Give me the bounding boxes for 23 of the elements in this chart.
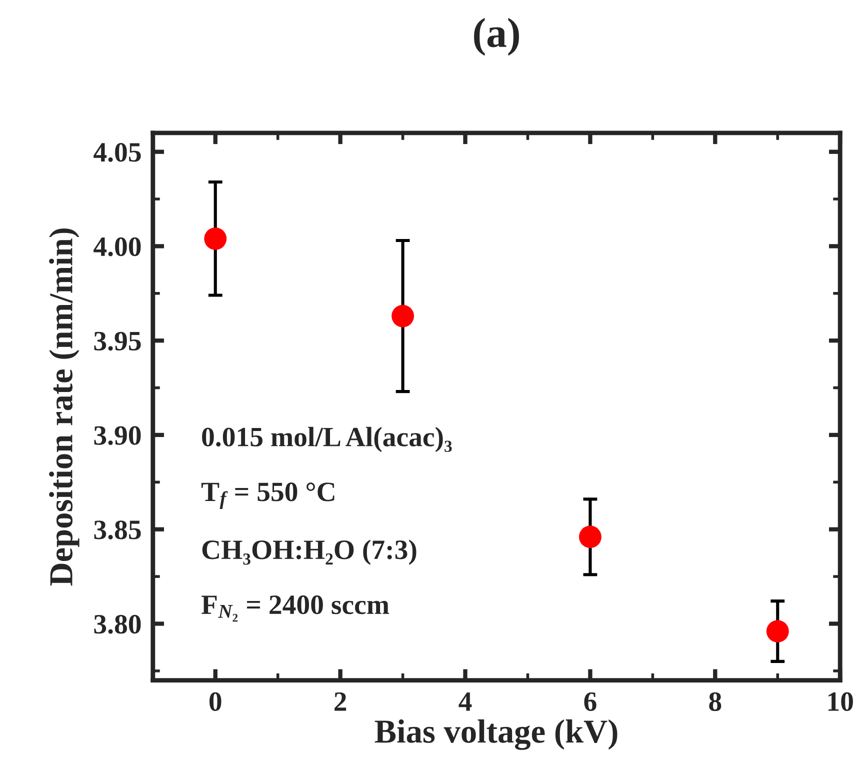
x-tick-label: 2 [334,692,346,711]
annotation: 0.015 mol/L Al(acac)₃ [202,426,452,452]
y-axis-title: Deposition rate (nm/min) [49,228,80,586]
annotation: CH₃OH:H₂O (7:3) [202,540,416,565]
y-tick-label: 4.05 [94,142,141,162]
y-tick-label: 3.95 [94,332,141,351]
x-tick-label: 4 [458,692,472,711]
y-tick-label: 3.90 [94,426,141,445]
x-tick-label: 8 [709,692,722,711]
x-tick-label: 10 [828,692,853,711]
y-tick-label: 3.80 [94,614,141,634]
point [579,526,602,548]
x-tick-label: 6 [584,692,596,711]
x-tick-label: 0 [209,692,222,711]
y-tick-label: 3.85 [94,520,141,540]
chart-title: (a) [474,18,519,56]
x-axis-title: Bias voltage (kV) [374,719,618,750]
y-tick-label: 4.00 [94,237,141,256]
point [392,304,414,328]
point [204,227,227,250]
annotation: F$_{N₂}$ = 2400 sccm [201,595,390,622]
annotation: T$_{f}$ = 550 °C [201,482,334,509]
point [766,620,789,642]
